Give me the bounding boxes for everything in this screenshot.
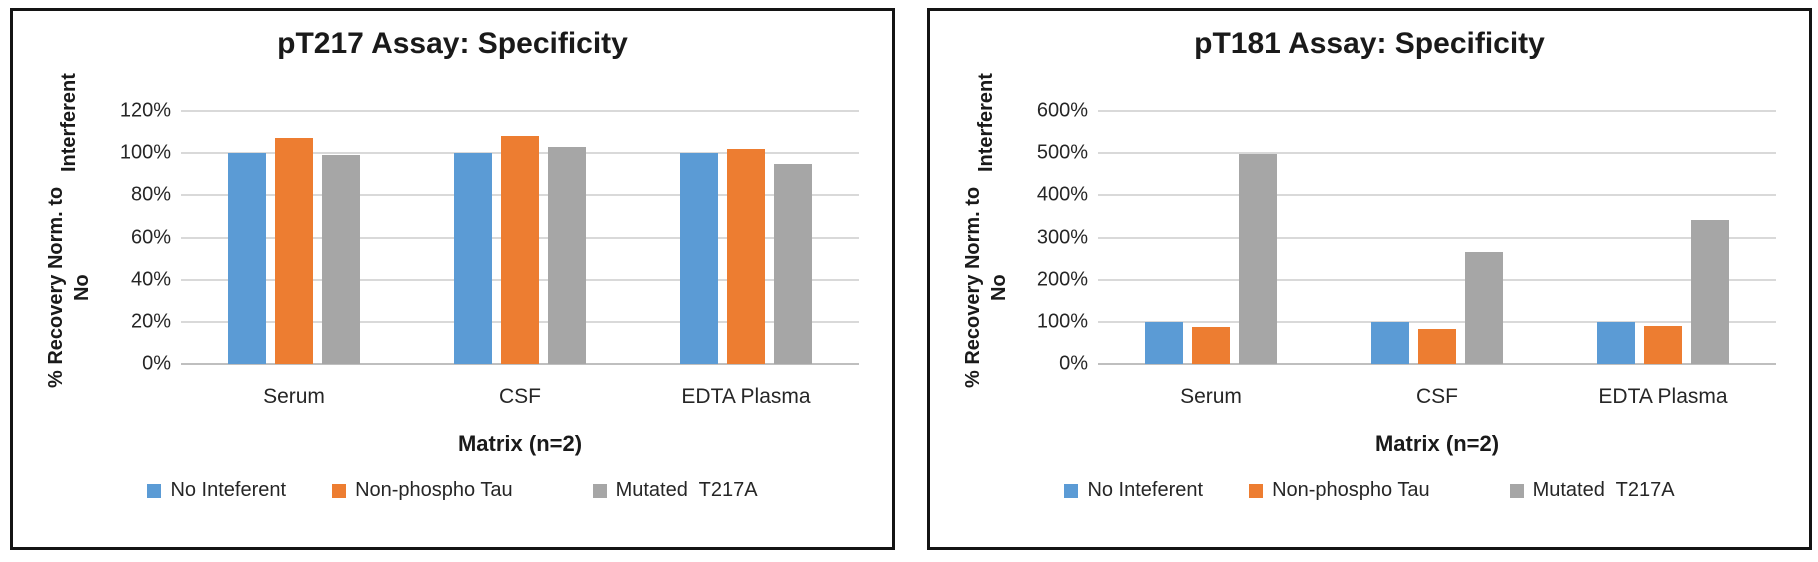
- x-axis-title: Matrix (n=2): [1374, 431, 1500, 456]
- legend-label: Mutated T217A: [1532, 479, 1675, 501]
- chart-panel-pt181: pT181 Assay: Specificity % Recovery Norm…: [927, 8, 1812, 550]
- legend: No Inteferent Non-phospho Tau Mutated T217…: [13, 479, 892, 502]
- x-category-label: Serum: [1180, 385, 1242, 408]
- y-axis-tick-label: 400%: [1036, 183, 1088, 206]
- gridline: [1098, 320, 1776, 323]
- y-axis-tick-label: 0%: [142, 352, 171, 375]
- x-category-label: CSF: [1416, 385, 1458, 408]
- legend-swatch: [1509, 483, 1524, 498]
- x-category-label: EDTA Plasma: [681, 385, 811, 408]
- bar-group-csf: [1324, 111, 1550, 364]
- x-axis-category-labels: Serum CSF EDTA Plasma: [181, 385, 859, 409]
- legend-swatch: [1249, 483, 1264, 498]
- y-axis-tick-label: 60%: [130, 226, 171, 248]
- bar-group-serum: [181, 111, 407, 364]
- bar: [727, 148, 765, 364]
- bar: [548, 146, 586, 364]
- bar-groups: [1098, 111, 1776, 364]
- legend-swatch: [332, 483, 347, 498]
- legend: No Inteferent Non-phospho Tau Mutated T217…: [930, 479, 1809, 502]
- legend-item: Non-phospho Tau: [332, 479, 513, 502]
- bar-group-csf: [407, 111, 633, 364]
- chart-panel-pt217: pT217 Assay: Specificity % Recovery Norm…: [10, 8, 895, 550]
- legend-swatch: [1064, 483, 1079, 498]
- x-category-label: CSF: [499, 385, 541, 408]
- y-axis-tick-label: 80%: [130, 183, 171, 206]
- bar: [1371, 321, 1409, 364]
- y-axis-tick-label: 300%: [1036, 226, 1088, 248]
- chart-title: pT217 Assay: Specificity: [277, 27, 628, 60]
- gridline: [181, 110, 859, 112]
- gridline: [1098, 278, 1776, 281]
- legend-swatch: [592, 483, 607, 498]
- y-axis-tick-label: 20%: [130, 310, 171, 333]
- x-category-label: Serum: [263, 385, 325, 408]
- y-axis-tick-label: 40%: [130, 268, 171, 291]
- bar: [228, 153, 266, 364]
- bar: [1691, 219, 1729, 364]
- y-axis-tick-label: 100%: [1036, 310, 1088, 333]
- y-axis-tick-label: 500%: [1036, 141, 1088, 164]
- legend-item: No Inteferent: [147, 479, 286, 502]
- bar-group-edta-plasma: [633, 111, 859, 364]
- gridline: [1098, 194, 1776, 197]
- gridline: [1098, 236, 1776, 239]
- gridline: [1098, 110, 1776, 112]
- x-axis-line: [1098, 363, 1776, 365]
- bar-group-edta-plasma: [1550, 111, 1776, 364]
- x-axis-category-labels: Serum CSF EDTA Plasma: [1098, 385, 1776, 409]
- y-axis-ticks: 120% 100% 80% 60% 40% 20% 0%: [13, 100, 171, 375]
- plot-area: [181, 110, 859, 365]
- y-axis-tick-label: 100%: [119, 141, 171, 164]
- x-category-label: EDTA Plasma: [1598, 385, 1728, 408]
- legend-label: Non-phospho Tau: [355, 479, 513, 501]
- bar: [454, 153, 492, 364]
- legend-label: No Inteferent: [170, 479, 287, 501]
- bar: [1465, 251, 1503, 364]
- bar-groups: [181, 111, 859, 364]
- bar: [774, 163, 812, 364]
- legend-item: Mutated T217A: [592, 479, 758, 502]
- y-axis-tick-label: 200%: [1036, 268, 1088, 291]
- legend-item: Non-phospho Tau: [1249, 479, 1430, 502]
- x-axis-title: Matrix (n=2): [457, 431, 583, 456]
- bar-group-serum: [1098, 111, 1324, 364]
- bar: [1145, 321, 1183, 364]
- bar: [1597, 321, 1635, 364]
- chart-title: pT181 Assay: Specificity: [1194, 27, 1545, 60]
- y-axis-tick-label: 120%: [119, 99, 171, 122]
- x-axis-line: [181, 363, 859, 365]
- y-axis-tick-label: 600%: [1036, 99, 1088, 122]
- y-axis-ticks: 600% 500% 400% 300% 200% 100% 0%: [930, 100, 1088, 375]
- legend-label: Non-phospho Tau: [1272, 479, 1430, 501]
- legend-label: No Inteferent: [1087, 479, 1204, 501]
- y-axis-tick-label: 0%: [1059, 352, 1088, 375]
- legend-label: Mutated T217A: [615, 479, 758, 501]
- bar: [1192, 327, 1230, 364]
- bar: [322, 155, 360, 364]
- legend-item: Mutated T217A: [1509, 479, 1675, 502]
- bar: [680, 153, 718, 364]
- bar: [1239, 154, 1277, 364]
- bar: [1418, 329, 1456, 364]
- gridline: [1098, 152, 1776, 155]
- bar: [1644, 326, 1682, 364]
- bar: [275, 138, 313, 364]
- legend-swatch: [147, 483, 162, 498]
- legend-item: No Inteferent: [1064, 479, 1203, 502]
- bar: [501, 136, 539, 364]
- plot-area: [1098, 110, 1776, 365]
